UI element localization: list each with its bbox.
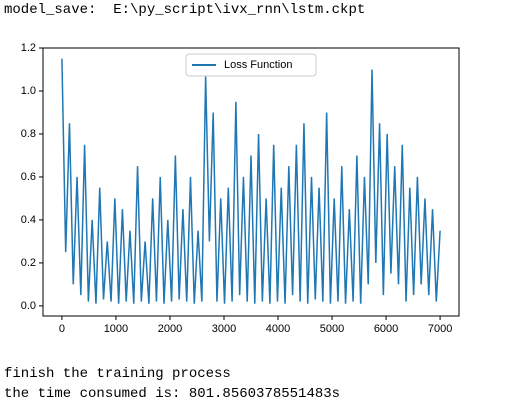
console-line: the time consumed is: 801.8560378551483s xyxy=(4,386,341,402)
y-tick-label: 1.2 xyxy=(21,42,36,54)
console-line: model_save: E:\py_script\ivx_rnn\lstm.ck… xyxy=(4,2,366,18)
x-tick-label: 1000 xyxy=(104,323,128,335)
x-tick-label: 3000 xyxy=(212,323,236,335)
y-tick-label: 0.0 xyxy=(21,300,36,312)
x-tick-label: 7000 xyxy=(428,323,452,335)
plot-frame xyxy=(42,47,460,317)
x-tick-label: 6000 xyxy=(374,323,398,335)
y-tick-label: 1.0 xyxy=(21,85,36,97)
x-tick-label: 0 xyxy=(59,323,65,335)
chart: 0.0 0.2 0.4 0.6 0.8 1.0 1.2 0 1000 2000 3000 4000 50… xyxy=(21,42,460,335)
loss-line xyxy=(61,58,441,304)
y-tick-label: 0.8 xyxy=(21,128,36,140)
legend-label: Loss Function xyxy=(224,59,292,71)
legend-box xyxy=(185,53,317,77)
y-tick-label: 0.4 xyxy=(21,214,36,226)
y-tick-label: 0.2 xyxy=(21,257,36,269)
y-tick-label: 0.6 xyxy=(21,171,36,183)
x-tick-label: 2000 xyxy=(158,323,182,335)
x-tick-label: 5000 xyxy=(320,323,344,335)
console-line: finish the training process xyxy=(4,366,231,382)
x-tick-label: 4000 xyxy=(266,323,290,335)
